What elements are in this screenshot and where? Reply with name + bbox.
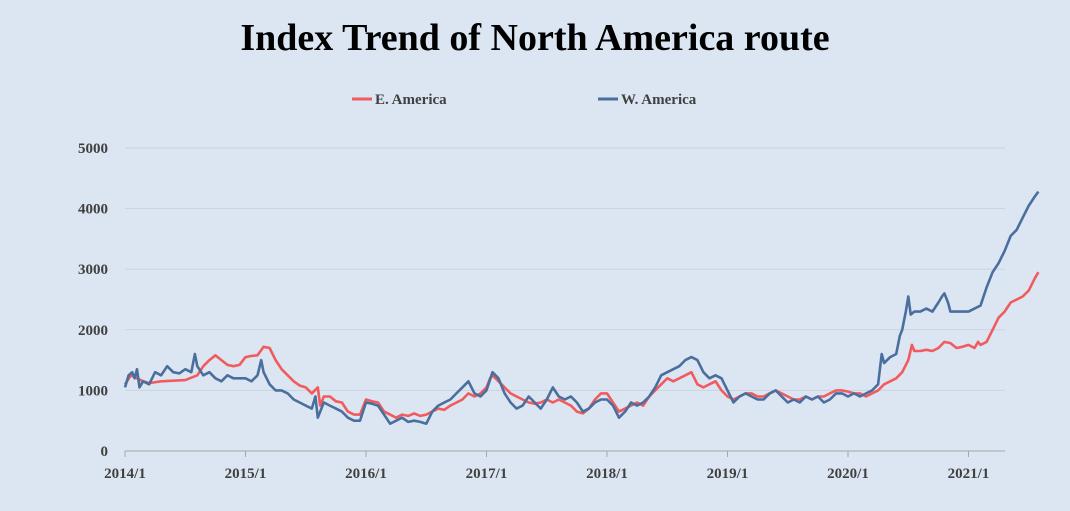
x-tick-label: 2014/1	[104, 466, 146, 482]
series-line-e-america	[123, 271, 1040, 419]
x-tick-label: 2016/1	[345, 466, 387, 482]
x-tick-label: 2017/1	[466, 466, 508, 482]
x-tick-label: 2020/1	[827, 466, 869, 482]
y-tick-label: 5000	[78, 141, 108, 157]
legend-label-w-america: W. America	[621, 92, 697, 108]
x-tick-label: 2021/1	[948, 466, 990, 482]
x-tick-label: 2018/1	[586, 466, 628, 482]
legend-label-e-america: E. America	[375, 92, 447, 108]
y-tick-label: 1000	[78, 383, 108, 399]
legend: E. America W. America	[352, 92, 697, 108]
y-tick-label: 2000	[78, 323, 108, 339]
y-tick-label: 0	[101, 444, 109, 460]
gridlines	[125, 147, 1005, 452]
x-tick-label: 2019/1	[707, 466, 749, 482]
chart-title: Index Trend of North America route	[240, 17, 829, 59]
y-axis-ticks: 0 1000 2000 3000 4000 5000	[78, 141, 108, 460]
x-tick-label: 2015/1	[225, 466, 267, 482]
series-lines	[123, 190, 1040, 425]
y-tick-label: 4000	[78, 202, 108, 218]
y-tick-label: 3000	[78, 262, 108, 278]
series-line-w-america	[123, 190, 1040, 425]
x-axis-ticks: 2014/1 2015/1 2016/1 2017/1 2018/1 2019/1 2020…	[104, 451, 989, 482]
